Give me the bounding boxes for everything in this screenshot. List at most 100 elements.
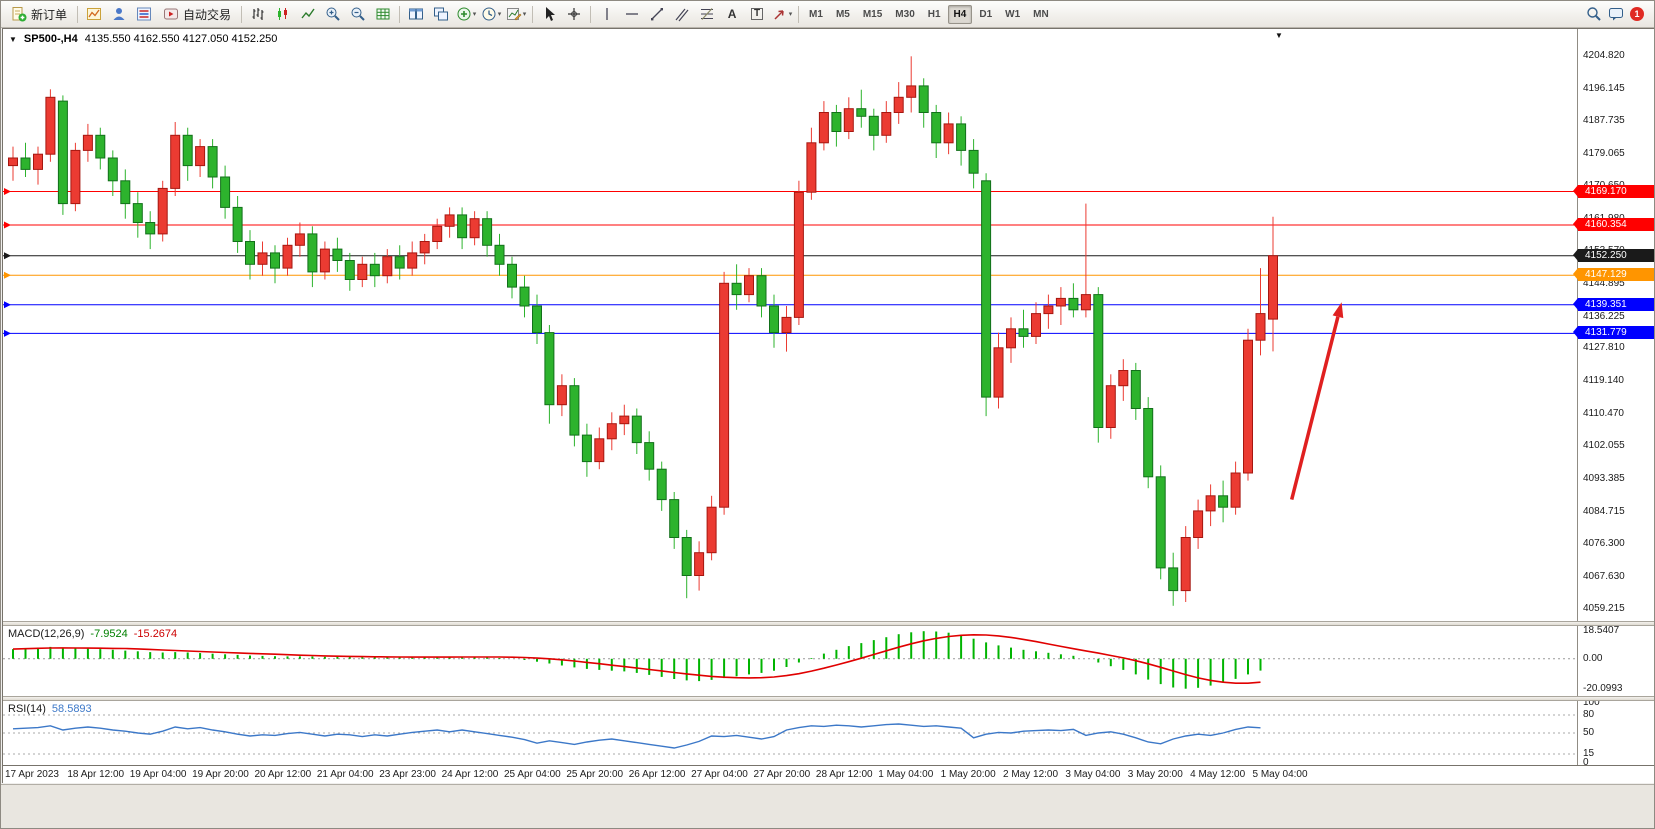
bar-chart-button[interactable]	[246, 3, 270, 26]
time-axis-label: 4 May 12:00	[1190, 769, 1246, 780]
price-tick: 15	[1583, 748, 1595, 759]
price-tick: 4102.055	[1583, 440, 1625, 452]
text-label-icon: T	[750, 8, 764, 20]
time-axis-label: 25 Apr 20:00	[566, 769, 624, 780]
trendline-button[interactable]	[645, 3, 669, 26]
fibonacci-icon	[701, 8, 714, 20]
tile-windows-button[interactable]	[404, 3, 428, 26]
grid-button[interactable]	[371, 3, 395, 26]
pane-splitter[interactable]	[3, 621, 1654, 626]
charts-icon	[87, 8, 102, 20]
separator	[798, 5, 800, 23]
text-tool-button[interactable]: A	[720, 3, 744, 26]
label-tip	[1573, 326, 1578, 339]
timeframe-button-d1[interactable]: D1	[979, 8, 993, 20]
trendline-icon	[651, 8, 664, 21]
ohlc-values: 4135.550 4162.550 4127.050 4152.250	[84, 33, 278, 45]
time-axis-label: 24 Apr 12:00	[441, 769, 499, 780]
time-axis-label: 27 Apr 20:00	[753, 769, 811, 780]
rsi-label: RSI(14) 58.5893	[8, 703, 92, 715]
price-line-label: 4152.250	[1573, 248, 1654, 262]
periods-button[interactable]: ▾	[479, 3, 503, 26]
line-chart-button[interactable]	[296, 3, 320, 26]
charts-button[interactable]	[82, 3, 106, 26]
crosshair-icon	[568, 8, 581, 20]
cursor-button[interactable]	[537, 3, 561, 26]
macd-name: MACD(12,26,9)	[8, 628, 85, 640]
clock-icon	[482, 7, 496, 21]
price-tick: 4084.715	[1583, 506, 1625, 518]
time-axis-label: 23 Apr 23:00	[379, 769, 436, 780]
price-line-label: 4147.129	[1573, 268, 1654, 282]
price-tick: 4076.300	[1583, 537, 1625, 549]
arrows-icon	[774, 10, 784, 20]
price-tick: 4136.225	[1583, 310, 1625, 322]
macd-label: MACD(12,26,9) -7.9524 -15.2674	[8, 628, 177, 640]
label-tip	[1573, 268, 1578, 281]
price-axis[interactable]: 4204.8204196.1454187.7354179.0654170.650…	[1573, 29, 1654, 768]
cascade-windows-button[interactable]	[429, 3, 453, 26]
timeframe-button-m5[interactable]: M5	[835, 8, 850, 20]
pane-splitter[interactable]	[3, 696, 1654, 701]
bar-chart-icon	[252, 8, 264, 20]
market-watch-button[interactable]	[132, 3, 156, 26]
macd-indicator-chart[interactable]	[3, 626, 1578, 696]
search-icon[interactable]	[1586, 6, 1602, 22]
price-line-label: 4131.779	[1573, 326, 1654, 340]
price-tick: 4110.470	[1583, 408, 1624, 420]
horizontal-line-button[interactable]	[620, 3, 644, 26]
profiles-button[interactable]	[107, 3, 131, 26]
time-axis-label: 3 May 04:00	[1065, 769, 1121, 780]
timeframe-button-mn[interactable]: MN	[1033, 8, 1049, 20]
price-tick: 4204.820	[1583, 50, 1625, 62]
tile-windows-icon	[409, 8, 424, 20]
arrows-button[interactable]: ▾	[770, 3, 794, 26]
macd-signal-value: -15.2674	[133, 628, 178, 640]
text-label-button[interactable]: T	[745, 3, 769, 26]
time-axis-label: 17 Apr 2023	[5, 769, 59, 780]
vertical-line-button[interactable]	[595, 3, 619, 26]
separator	[77, 5, 79, 23]
price-tick: 4059.215	[1583, 602, 1625, 614]
notification-badge[interactable]: 1	[1630, 7, 1644, 21]
price-tick: 50	[1583, 727, 1595, 738]
zoom-out-button[interactable]	[346, 3, 370, 26]
separator	[532, 5, 534, 23]
timeframe-button-m1[interactable]: M1	[809, 8, 823, 20]
symbol-dropdown-icon[interactable]: ▼	[9, 35, 17, 44]
templates-button[interactable]: ▾	[504, 3, 528, 26]
indicators-button[interactable]: ▾	[454, 3, 478, 26]
time-axis[interactable]: 17 Apr 2023 18 Apr 12:00 19 Apr 04:00 19 Ap…	[3, 765, 1654, 783]
candlestick-chart[interactable]	[3, 29, 1578, 621]
new-order-button[interactable]: 新订单	[5, 3, 73, 26]
timeframe-button-m15[interactable]: M15	[862, 8, 883, 20]
crosshair-button[interactable]	[562, 3, 586, 26]
timeframe-button-h1[interactable]: H1	[927, 8, 941, 20]
candlestick-chart-button[interactable]	[271, 3, 295, 26]
profiles-icon	[113, 8, 125, 20]
chat-icon[interactable]	[1608, 6, 1624, 22]
timeframe-button-w1[interactable]: W1	[1005, 8, 1021, 20]
label-tip	[1573, 217, 1578, 230]
label-tip	[1573, 184, 1578, 197]
rsi-indicator-chart[interactable]	[3, 701, 1578, 765]
auto-trading-button[interactable]: 自动交易	[157, 3, 237, 26]
vertical-line-icon	[606, 8, 608, 20]
candlestick-chart-icon	[278, 8, 288, 20]
time-axis-label: 19 Apr 20:00	[192, 769, 249, 780]
price-line-label: 4169.170	[1573, 184, 1654, 198]
chevron-down-icon: ▾	[472, 11, 477, 18]
separator	[590, 5, 592, 23]
zoom-in-button[interactable]	[321, 3, 345, 26]
price-tick: 18.5407	[1583, 625, 1620, 637]
price-tick: 80	[1583, 709, 1595, 720]
fibonacci-button[interactable]	[695, 3, 719, 26]
price-line-label: 4139.351	[1573, 297, 1654, 311]
toolbar: 新订单	[1, 1, 1654, 28]
autoscroll-marker-icon[interactable]: ▼	[1275, 31, 1283, 40]
equidistant-channel-button[interactable]	[670, 3, 694, 26]
timeframe-button-h4[interactable]: H4	[947, 4, 973, 24]
price-tick: 4067.630	[1583, 570, 1625, 582]
time-axis-label: 3 May 20:00	[1127, 769, 1183, 780]
timeframe-button-m30[interactable]: M30	[895, 8, 915, 20]
